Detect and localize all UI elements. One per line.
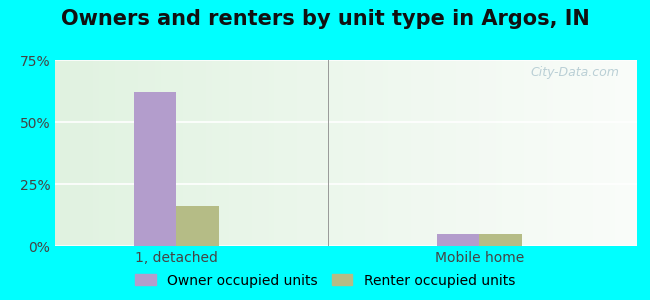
Bar [176, 206, 219, 246]
Bar [480, 234, 522, 246]
Bar [134, 92, 176, 246]
Legend: Owner occupied units, Renter occupied units: Owner occupied units, Renter occupied un… [129, 268, 521, 293]
Text: Owners and renters by unit type in Argos, IN: Owners and renters by unit type in Argos… [60, 9, 590, 29]
Bar [437, 234, 480, 246]
Text: City-Data.com: City-Data.com [530, 66, 619, 79]
